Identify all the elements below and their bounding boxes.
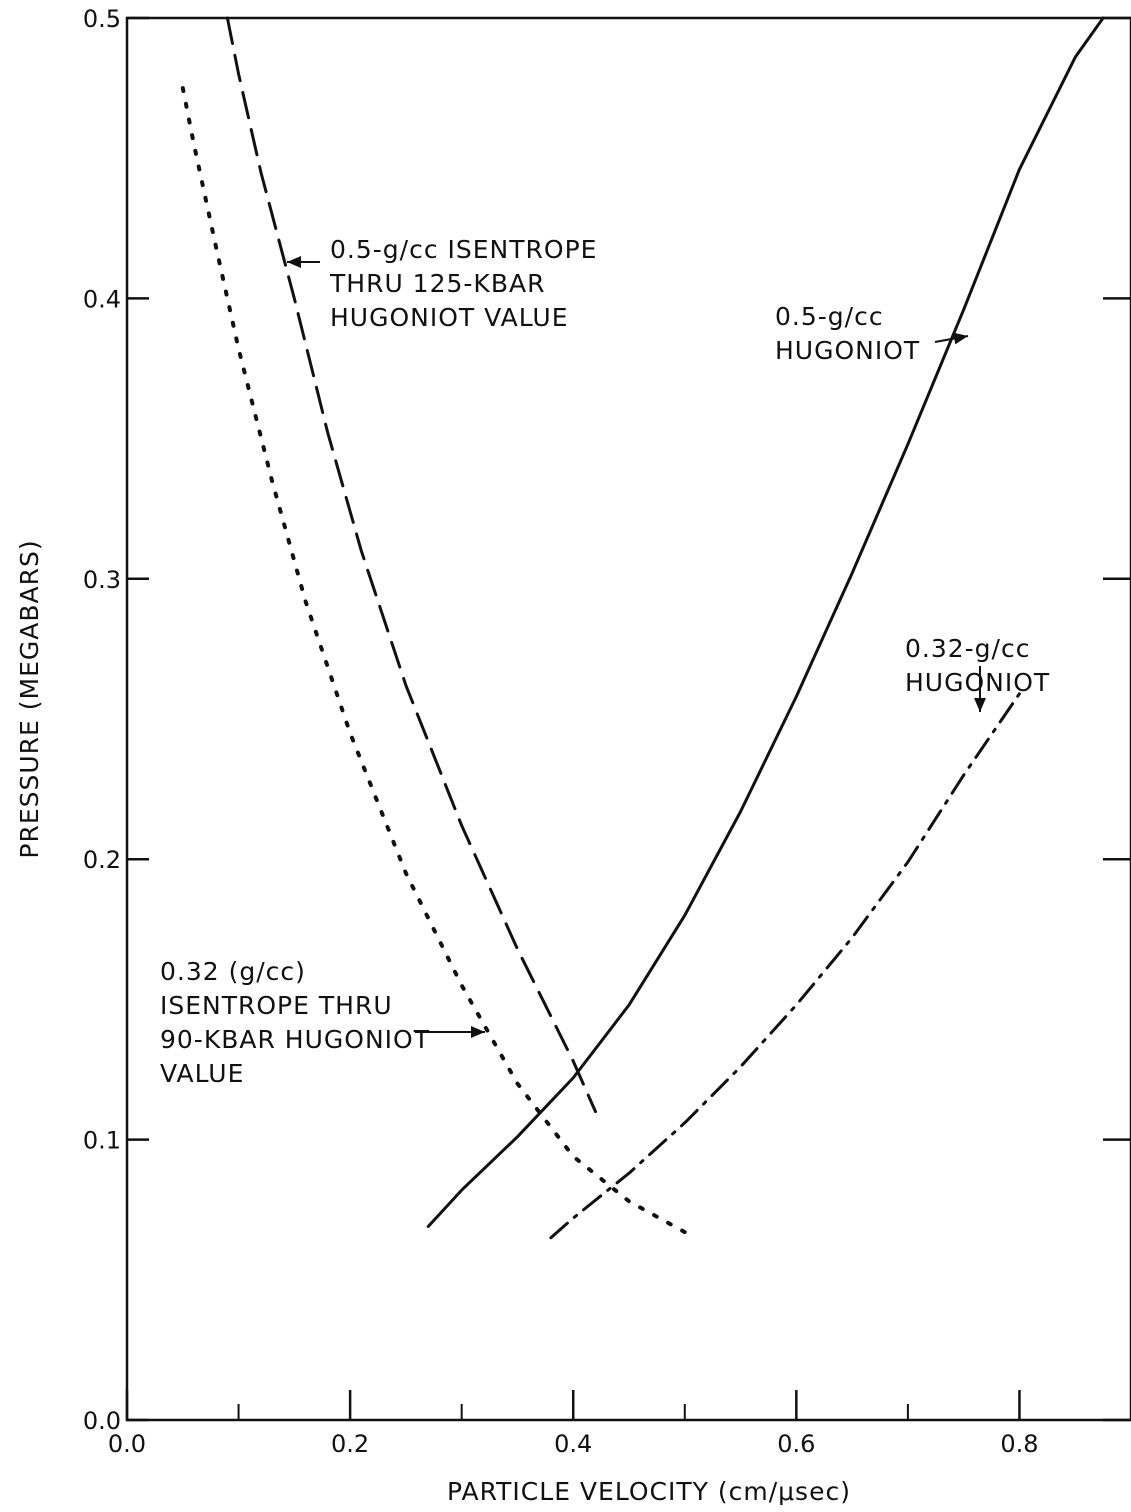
series-line-2	[549, 692, 1021, 1240]
annotation-hug-05-arrowhead	[953, 332, 968, 345]
annotation-hug-05-line-1: 0.5-g/cc	[775, 302, 884, 331]
x-tick-label: 0.2	[331, 1430, 369, 1458]
annotation-iso-032-line-3: 90-KBAR HUGONIOT	[160, 1025, 430, 1054]
series-line-1	[426, 16, 1105, 1228]
annotation-hug-032-line-2: HUGONIOT	[905, 668, 1050, 697]
annotation-hug-032-line-1: 0.32-g/cc	[905, 634, 1030, 663]
annotation-iso-032-line-1: 0.32 (g/cc)	[160, 957, 306, 986]
annotation-iso-032-line-4: VALUE	[160, 1059, 244, 1088]
series-line-4	[180, 86, 687, 1235]
annotation-iso-05-line-2: THRU 125-KBAR	[329, 269, 545, 298]
y-axis-title: PRESSURE (MEGABARS)	[15, 539, 44, 858]
annotation-iso-032-arrowhead	[471, 1026, 485, 1038]
plot-frame	[125, 16, 1131, 1422]
x-tick-label: 0.8	[1000, 1430, 1038, 1458]
annotation-iso-032-line-2: ISENTROPE THRU	[160, 991, 393, 1020]
x-tick-label: 0.4	[554, 1430, 592, 1458]
annotation-hug-05-line-2: HUGONIOT	[775, 336, 920, 365]
annotation-iso-05-line-1: 0.5-g/cc ISENTROPE	[330, 235, 597, 264]
y-tick-label: 0.0	[83, 1407, 121, 1435]
y-tick-label: 0.5	[83, 5, 121, 33]
y-tick-label: 0.2	[83, 846, 121, 874]
y-tick-label: 0.3	[83, 566, 121, 594]
x-axis-title: PARTICLE VELOCITY (cm/μsec)	[447, 1477, 851, 1506]
y-tick-label: 0.4	[83, 285, 121, 313]
annotation-iso-05-line-3: HUGONIOT VALUE	[330, 303, 569, 332]
annotation-iso-05-arrowhead	[287, 256, 301, 268]
annotation-hug-032-arrowhead	[974, 698, 986, 712]
y-tick-label: 0.1	[83, 1127, 121, 1155]
x-tick-label: 0.0	[108, 1430, 146, 1458]
series-line-3	[225, 16, 597, 1114]
x-tick-label: 0.6	[777, 1430, 815, 1458]
